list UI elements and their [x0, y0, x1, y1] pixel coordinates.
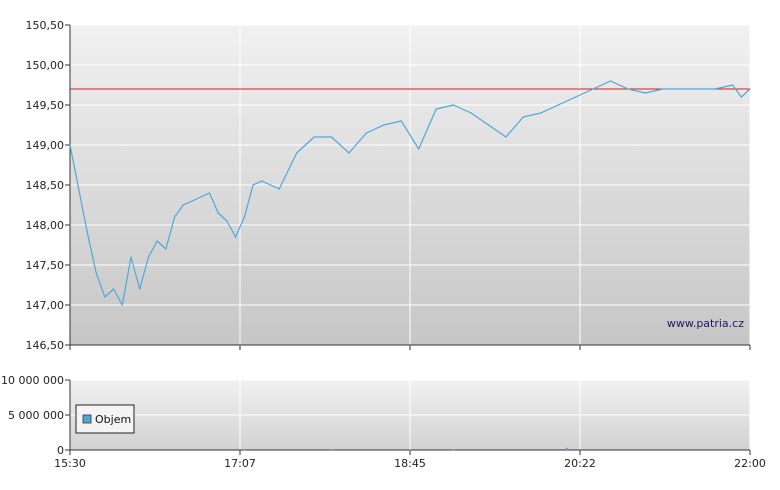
x-tick-label: 20:22	[564, 457, 596, 470]
price-y-tick-label: 147,50	[26, 259, 65, 272]
price-point	[731, 84, 734, 86]
price-point	[78, 188, 80, 190]
price-point	[95, 272, 97, 274]
price-point	[296, 152, 298, 154]
price-point	[112, 288, 115, 290]
price-point	[104, 296, 106, 298]
legend-label: Objem	[95, 413, 131, 426]
price-point	[208, 192, 211, 194]
price-point	[69, 144, 71, 146]
price-series-line	[69, 80, 751, 306]
price-point	[609, 80, 612, 82]
price-y-tick-label: 147,00	[26, 299, 65, 312]
price-point	[470, 112, 472, 114]
legend-swatch	[82, 414, 92, 424]
price-point	[226, 220, 228, 222]
price-point	[714, 88, 716, 90]
price-panel: 146,50 147,00 147,50 148,00 148,50 149,00 149,…	[26, 19, 751, 352]
price-point	[557, 104, 559, 106]
price-point	[522, 116, 524, 118]
volume-y-tick-label: 0	[57, 444, 64, 457]
volume-bar	[243, 449, 246, 451]
price-point	[217, 212, 219, 214]
price-point	[627, 88, 629, 90]
price-point	[592, 88, 594, 90]
price-y-tick-label: 148,00	[26, 219, 65, 232]
price-point	[147, 256, 150, 258]
price-point	[740, 96, 742, 98]
price-point	[365, 132, 368, 134]
price-point	[121, 304, 123, 306]
price-point	[313, 136, 315, 138]
price-y-tick-label: 149,00	[26, 139, 65, 152]
price-point	[243, 216, 245, 218]
price-point	[697, 88, 699, 90]
volume-panel: 0 5 000 000 10 000 000 15:30 17:07 18:45 20:22…	[1, 374, 766, 470]
price-point	[252, 184, 254, 186]
x-tick-label: 15:30	[54, 457, 86, 470]
price-point	[679, 88, 681, 90]
volume-bar	[330, 449, 333, 451]
volume-bar	[409, 449, 411, 451]
price-point	[278, 188, 280, 190]
price-y-tick-label: 150,50	[26, 19, 65, 32]
volume-y-tick-label: 10 000 000	[1, 374, 64, 387]
price-point	[191, 200, 193, 202]
price-point	[348, 152, 350, 154]
price-y-tick-label: 148,50	[26, 179, 65, 192]
legend: Objem	[75, 404, 135, 434]
volume-bar	[452, 449, 455, 451]
price-point	[130, 256, 132, 258]
price-point	[182, 204, 184, 206]
price-point	[644, 92, 646, 94]
price-point	[156, 240, 158, 242]
price-point	[139, 288, 141, 290]
price-point	[418, 148, 420, 150]
watermark: www.patria.cz	[667, 317, 744, 330]
price-point	[200, 196, 202, 198]
x-tick-label: 18:45	[394, 457, 426, 470]
price-point	[86, 232, 89, 234]
price-point	[749, 88, 751, 90]
price-point	[383, 124, 385, 126]
price-point	[505, 136, 507, 138]
volume-y-tick-label: 5 000 000	[8, 409, 64, 422]
price-point	[165, 248, 167, 250]
price-y-tick-label: 146,50	[26, 339, 65, 352]
x-tick-label: 17:07	[224, 457, 256, 470]
price-point	[575, 96, 577, 98]
price-point	[261, 180, 263, 182]
price-point	[174, 216, 176, 218]
price-point	[540, 112, 542, 114]
price-point	[452, 104, 455, 106]
price-point	[400, 120, 402, 122]
price-y-tick-label: 150,00	[26, 59, 65, 72]
price-point	[662, 88, 664, 90]
price-point	[235, 236, 237, 238]
price-point	[487, 124, 490, 126]
price-y-tick-label: 149,50	[26, 99, 65, 112]
price-point	[435, 108, 437, 110]
price-point	[330, 136, 333, 138]
x-tick-label: 22:00	[734, 457, 766, 470]
volume-bar	[565, 447, 568, 450]
